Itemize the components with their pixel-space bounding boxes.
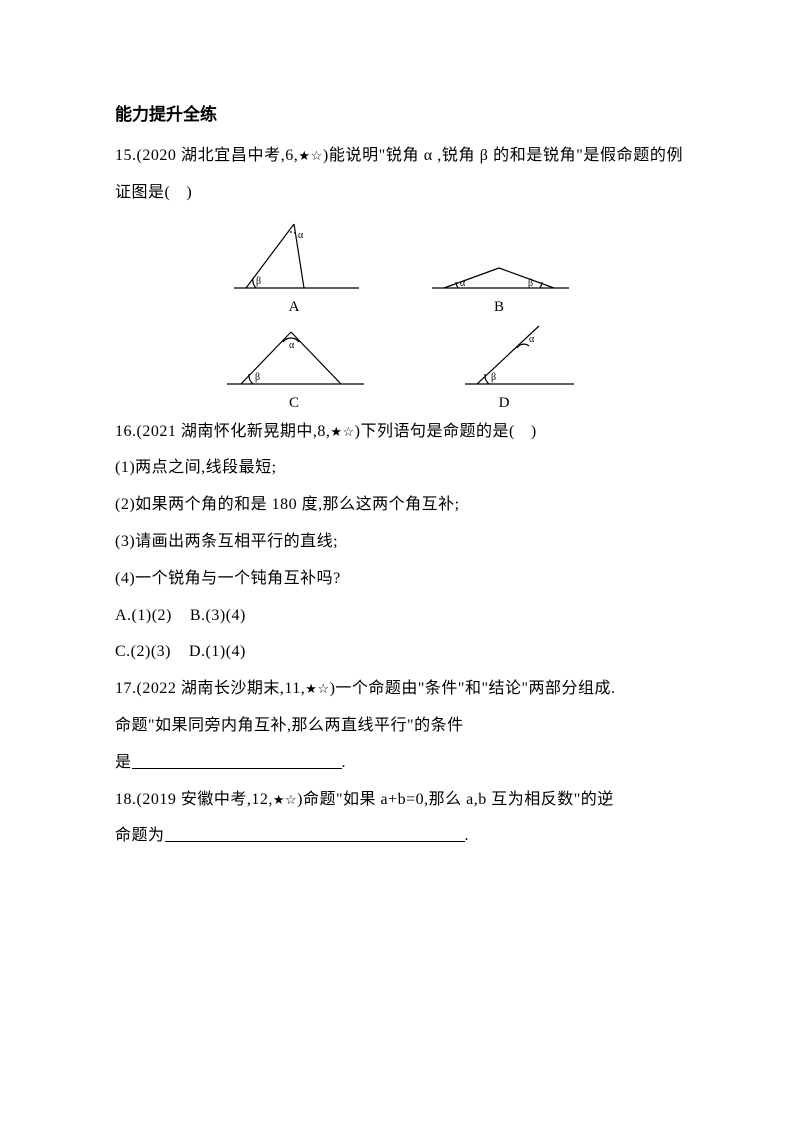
triangle-c-icon: α β: [219, 322, 369, 392]
q18-prefix: 命题为: [115, 827, 165, 844]
q18-period: .: [465, 827, 470, 844]
q17-text-1b: )一个命题由"条件"和"结论"两部分组成.: [330, 680, 616, 697]
q16-stem: 16.(2021 湖南怀化新晃期中,8,★☆)下列语句是命题的是( ): [115, 414, 683, 451]
q16-option-c: C.(2)(3): [115, 643, 171, 660]
svg-text:α: α: [460, 278, 466, 289]
q16-s4: (4)一个锐角与一个钝角互补吗?: [115, 561, 683, 598]
q15-figures-row2: α β C α β D: [115, 322, 683, 412]
q16-s1: (1)两点之间,线段最短;: [115, 450, 683, 487]
triangle-a-icon: α β: [224, 218, 364, 296]
q16-text-2: )下列语句是命题的是(: [355, 423, 515, 440]
svg-text:β: β: [491, 372, 496, 383]
q15-blank-paren: [170, 184, 186, 201]
q18-star-icon: ★☆: [273, 792, 297, 807]
q17-prefix: 是: [115, 754, 132, 771]
q15-stem: 15.(2020 湖北宜昌中考,6,★☆)能说明"锐角 α ,锐角 β 的和是锐…: [115, 138, 683, 212]
q15-label-b: B: [494, 298, 504, 316]
q16-option-a: A.(1)(2): [115, 607, 172, 624]
triangle-d-icon: α β: [429, 322, 579, 392]
svg-text:β: β: [528, 278, 533, 289]
q17-star-icon: ★☆: [305, 681, 329, 696]
svg-text:α: α: [298, 230, 304, 241]
q16-star-icon: ★☆: [330, 424, 354, 439]
q15-label-c: C: [289, 394, 299, 412]
q15-text-3: ): [186, 184, 192, 201]
q18-blank: [165, 827, 465, 842]
q15-figures-row1: α β A α β B: [115, 218, 683, 316]
svg-text:α: α: [289, 340, 295, 351]
section-heading: 能力提升全练: [115, 95, 683, 134]
q17-text-1a: 17.(2022 湖南长沙期末,11,: [115, 680, 305, 697]
q15-label-d: D: [499, 394, 510, 412]
q16-options-row1: A.(1)(2) B.(3)(4): [115, 598, 683, 635]
svg-text:β: β: [255, 372, 260, 383]
q16-option-d: D.(1)(4): [189, 643, 246, 660]
q16-options-row2: C.(2)(3) D.(1)(4): [115, 634, 683, 671]
q15-label-a: A: [289, 298, 300, 316]
q15-figure-c: α β C: [219, 322, 369, 412]
q15-text-1: 15.(2020 湖北宜昌中考,6,: [115, 147, 298, 164]
q16-s2: (2)如果两个角的和是 180 度,那么这两个角互补;: [115, 487, 683, 524]
q18-text-1b: )命题"如果 a+b=0,那么 a,b 互为相反数"的逆: [297, 791, 614, 808]
q15-figure-a: α β A: [224, 218, 364, 316]
q17-period: .: [342, 754, 347, 771]
q16-option-b: B.(3)(4): [190, 607, 246, 624]
q18-line2: 命题为.: [115, 818, 683, 855]
q16-text-3: ): [531, 423, 537, 440]
q15-star-icon: ★☆: [298, 148, 323, 163]
q17-blank: [132, 754, 342, 769]
q15-figure-b: α β B: [424, 218, 574, 316]
q17-line2: 命题"如果同旁内角互补,那么两直线平行"的条件: [115, 708, 683, 745]
triangle-b-icon: α β: [424, 218, 574, 296]
q18-text-1a: 18.(2019 安徽中考,12,: [115, 791, 273, 808]
svg-text:β: β: [256, 276, 261, 287]
q16-blank-paren: [515, 423, 531, 440]
svg-text:α: α: [529, 334, 535, 345]
q16-s3: (3)请画出两条互相平行的直线;: [115, 524, 683, 561]
q16-text-1: 16.(2021 湖南怀化新晃期中,8,: [115, 423, 330, 440]
q18-line1: 18.(2019 安徽中考,12,★☆)命题"如果 a+b=0,那么 a,b 互…: [115, 782, 683, 819]
q17-line1: 17.(2022 湖南长沙期末,11,★☆)一个命题由"条件"和"结论"两部分组…: [115, 671, 683, 708]
q17-line3: 是.: [115, 745, 683, 782]
q15-figure-d: α β D: [429, 322, 579, 412]
